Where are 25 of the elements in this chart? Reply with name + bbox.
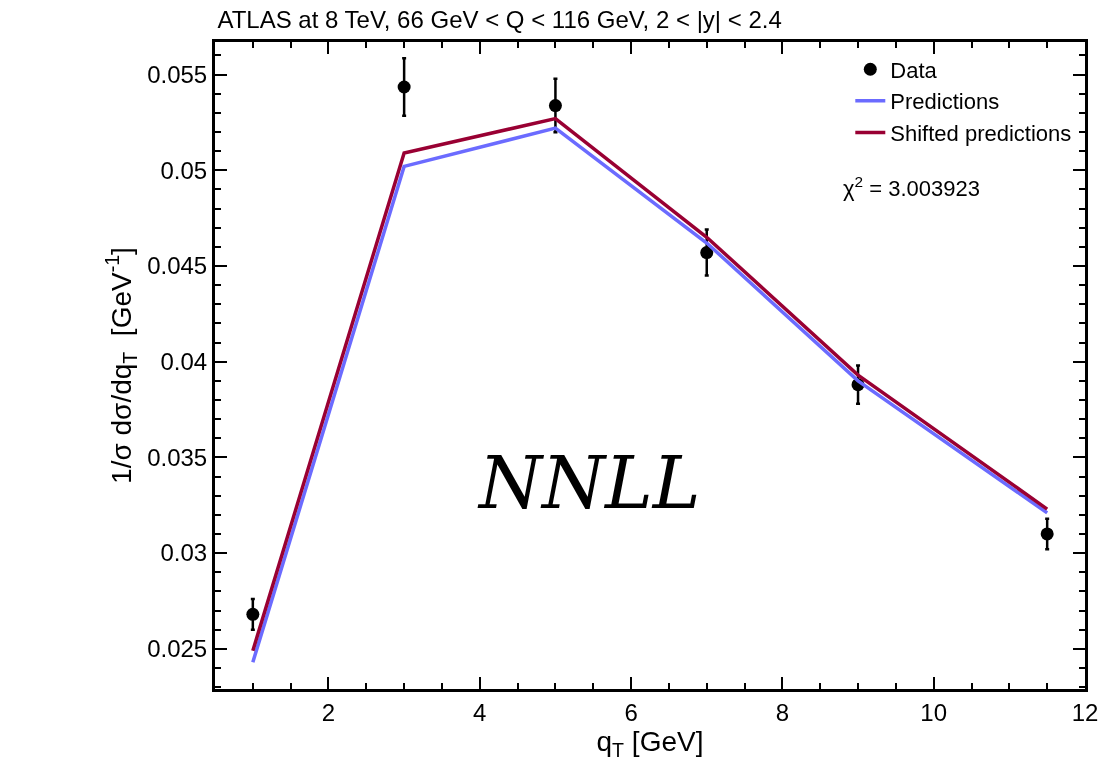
y-tick-label: 0.05 <box>160 156 208 184</box>
x-tick-label: 12 <box>1071 698 1099 726</box>
x-tick-label: 2 <box>321 698 336 726</box>
x-axis-title: q$_{T}$ [GeV] <box>596 725 704 761</box>
y-tick-label: 0.03 <box>160 539 208 567</box>
point <box>700 246 714 260</box>
y-tick-label: 0.035 <box>147 443 208 471</box>
x-tick-label: 8 <box>775 698 790 726</box>
legend-label: Predictions <box>890 89 1000 115</box>
y-tick-label: 0.055 <box>147 60 208 88</box>
point <box>548 99 562 113</box>
x-tick-label: 10 <box>920 698 948 726</box>
annotation: NNLL <box>477 441 701 525</box>
point <box>246 607 260 621</box>
point <box>397 80 411 94</box>
y-tick-label: 0.045 <box>147 252 208 280</box>
annotation: χ$^{2}$ = 3.003923 <box>843 173 980 202</box>
x-tick-label: 4 <box>473 698 487 726</box>
point <box>1040 527 1054 541</box>
chart-title: ATLAS at 8 TeV, 66 GeV < Q < 116 GeV, 2 < |y| < 2.4 <box>217 6 782 34</box>
x-tick-label: 6 <box>624 698 638 726</box>
legend-label: Shifted predictions <box>890 121 1072 147</box>
legend-label: Data <box>890 57 938 83</box>
y-tick-label: 0.04 <box>160 348 208 376</box>
y-tick-label: 0.025 <box>147 635 208 663</box>
